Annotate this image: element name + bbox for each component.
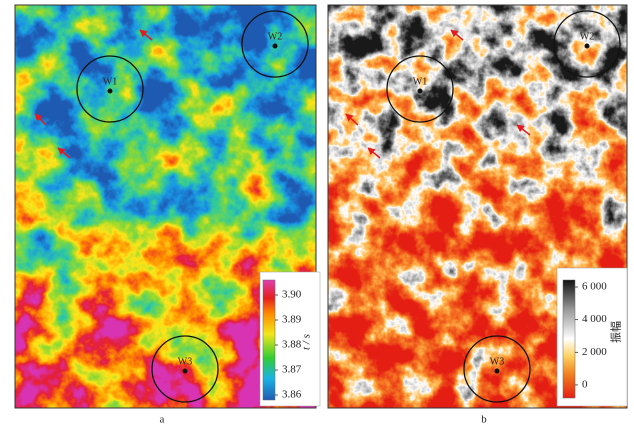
well-label: W3	[178, 356, 192, 367]
colorbar-tick-label: 6 000	[582, 281, 607, 293]
colorbar-tick-label: 0	[582, 378, 588, 390]
colorbar-title: 振幅	[609, 321, 623, 343]
well-circle	[76, 55, 144, 123]
well-dot	[584, 43, 590, 49]
colorbar	[562, 279, 576, 399]
colorbar-title: t / s	[301, 334, 313, 350]
colorbar-tick-label: 2 000	[582, 346, 607, 358]
colorbar-tick-label: 3.90	[282, 289, 302, 301]
colorbar-tick-label: 3.86	[282, 389, 302, 401]
frame-a	[14, 4, 317, 409]
well-circle	[553, 10, 621, 78]
well-dot	[417, 88, 423, 94]
frame-b	[327, 4, 628, 409]
colorbar-tick-label: 4 000	[582, 313, 607, 325]
well-label: W2	[580, 31, 594, 42]
well-label: W2	[268, 31, 282, 42]
colorbar-tick-label: 3.87	[282, 364, 302, 376]
well-circle	[463, 335, 531, 403]
panel-label: a	[160, 414, 165, 426]
well-label: W1	[103, 76, 117, 87]
well-label: W1	[413, 76, 427, 87]
well-dot	[107, 88, 113, 94]
well-circle	[386, 55, 454, 123]
panel-label: b	[481, 414, 487, 426]
well-circle	[151, 335, 219, 403]
well-dot	[272, 43, 278, 49]
well-dot	[494, 368, 500, 374]
well-circle	[241, 10, 309, 78]
well-dot	[182, 368, 188, 374]
well-label: W3	[490, 356, 504, 367]
colorbar	[262, 279, 276, 401]
colorbar-tick-label: 3.88	[282, 339, 302, 351]
colorbar-tick-label: 3.89	[282, 314, 302, 326]
arrows	[34, 29, 531, 351]
